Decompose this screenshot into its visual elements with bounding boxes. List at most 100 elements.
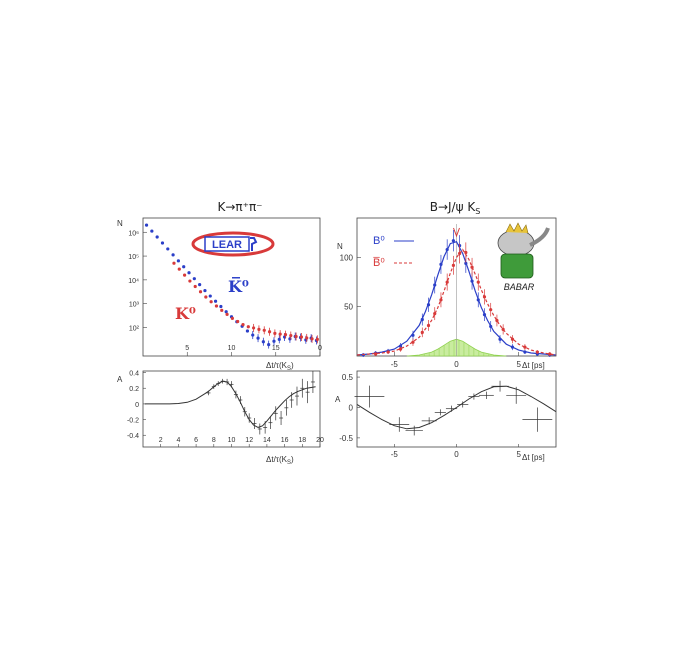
lear-logo-ring <box>191 231 275 257</box>
b0bar-point <box>458 251 462 256</box>
b0bar-point <box>398 347 403 351</box>
k0-point <box>220 308 224 312</box>
kaon-asymmetry-xtick-label: 2 <box>159 437 163 444</box>
k0-point <box>299 335 304 339</box>
kaon-asymmetry-xtick-label: 8 <box>212 437 216 444</box>
b0bar-point <box>426 323 431 328</box>
kaon-decay-ytick-label: 10⁶ <box>128 230 139 237</box>
kbar-point <box>166 247 170 251</box>
b0-point <box>510 345 515 349</box>
legend-b0bar-label: B̅⁰ <box>372 257 385 269</box>
kbar-point <box>192 277 196 281</box>
kaon-asymmetry-ytick-label: 0 <box>135 402 139 409</box>
kbar-point <box>219 304 223 309</box>
b0bar-fit-curve <box>356 248 557 356</box>
right-title: B→J/ψ KS <box>430 200 481 216</box>
b0bar-point <box>420 330 424 334</box>
k0-point <box>315 337 319 341</box>
legend-kbar: K̅⁰ <box>228 276 249 296</box>
k0-point <box>241 322 245 327</box>
kaon-asymmetry-xtick-label: 12 <box>245 437 253 444</box>
kaon-decay-plot: N Δt/τ(KS) 5 10 15 0 10² 10³ 10⁴ 10⁵ 10⁶ LEAR K̅… <box>117 217 322 372</box>
k0-point <box>177 267 181 271</box>
kaon-asymmetry-ylabel: A <box>117 375 123 384</box>
kaon-decay-ytick-label: 10⁴ <box>128 278 139 285</box>
kbar-point <box>267 342 271 347</box>
kbar-point <box>187 271 191 275</box>
b0bar-point <box>386 350 390 354</box>
kbar-point <box>160 241 165 245</box>
b-legend: B⁰ B̅⁰ <box>372 235 414 269</box>
b0bar-point <box>433 312 437 316</box>
k0-point <box>262 328 266 332</box>
kbar-point <box>182 265 186 269</box>
b0bar-point <box>411 340 415 344</box>
k0-point <box>289 333 293 338</box>
kaon-decay-xlabel: Δt/τ(KS) <box>266 361 294 372</box>
b0bar-point <box>464 250 468 255</box>
k0-point <box>236 319 240 324</box>
b0bar-point <box>489 308 493 312</box>
b-asymmetry-xlabel: Δt [ps] <box>522 453 545 462</box>
babar-text: BABAR <box>504 282 535 292</box>
k0-point <box>257 327 261 331</box>
kbar-point <box>208 294 212 298</box>
kaon-asymmetry-xtick-label: 14 <box>263 437 271 444</box>
elephant-suit <box>500 253 534 279</box>
k0-point <box>252 326 256 330</box>
lear-logo-text: LEAR <box>212 239 242 251</box>
b0bar-point <box>476 280 480 284</box>
k0-point <box>273 331 277 335</box>
kaon-asymmetry-xtick-label: 4 <box>176 437 180 444</box>
kaon-asymmetry-ytick-label: 0.2 <box>129 386 139 393</box>
b-asymmetry-xtick-label: 0 <box>454 450 459 459</box>
elephant-trunk <box>529 227 550 247</box>
b0-point <box>445 247 449 252</box>
b0-point <box>476 298 480 302</box>
kaon-asymmetry-xtick-label: 20 <box>316 437 324 444</box>
kbar-point <box>155 235 159 239</box>
b-decay-plot: N Δt [ps] -5 0 5 50 100 B⁰ B̅⁰ BABAR <box>337 217 557 370</box>
k0-point <box>209 300 213 304</box>
kaon-asymmetry-xtick-label: 16 <box>281 437 289 444</box>
kaon-asymmetry-xtick-label: 18 <box>298 437 306 444</box>
b-asymmetry-ytick-label: -0.5 <box>339 434 353 443</box>
kaon-decay-xtick-label: 15 <box>272 345 280 352</box>
b-asymmetry-xtick-label: 5 <box>516 450 521 459</box>
babar-elephant-logo: BABAR <box>497 222 550 292</box>
kaon-decay-xlabel-sub: S <box>287 366 291 372</box>
b-asymmetry-xtick-label: -5 <box>391 450 399 459</box>
b0bar-point <box>501 327 505 331</box>
kbar-point <box>203 288 207 293</box>
b-decay-ytick-label: 100 <box>340 253 354 262</box>
b0-point <box>482 313 487 317</box>
kbar-point <box>245 329 250 333</box>
kaon-asymmetry-xlabel-close: ) <box>291 455 294 464</box>
k0-point <box>294 334 298 339</box>
kaon-asymmetry-xtick-label: 10 <box>228 437 236 444</box>
k0-point <box>188 279 192 283</box>
kaon-asymmetry-xlabel: Δt/τ(KS) <box>266 455 294 466</box>
lear-logo-box <box>204 236 250 252</box>
kaon-decay-xtick-label: 0 <box>318 345 322 352</box>
b0-fit-curve <box>356 240 557 356</box>
lear-logo: LEAR <box>191 231 275 257</box>
b0-point <box>420 317 424 322</box>
kaon-decay-ytick-label: 10⁵ <box>128 254 139 261</box>
b0bar-point <box>535 350 539 354</box>
kaon-decay-xtick-label: 5 <box>185 345 189 352</box>
kbar-point <box>176 259 180 263</box>
b0-point <box>498 337 502 341</box>
b-asymmetry-ytick-label: 0 <box>349 403 354 412</box>
b0bar-point <box>445 280 449 284</box>
b0-point <box>411 333 415 337</box>
b0bar-point <box>439 298 443 302</box>
legend-k0: K⁰ <box>175 304 196 323</box>
kbar-point <box>198 283 202 287</box>
b-asymmetry-ytick-label: 0.5 <box>342 373 354 382</box>
kaon-decay-xlabel-main: Δt/τ(K <box>266 361 288 370</box>
kaon-asymmetry-xlabel-main: Δt/τ(K <box>266 455 288 464</box>
kbar-point <box>277 337 281 341</box>
kaon-asymmetry-ytick-label: -0.4 <box>127 433 139 440</box>
kbar-point <box>251 333 255 337</box>
